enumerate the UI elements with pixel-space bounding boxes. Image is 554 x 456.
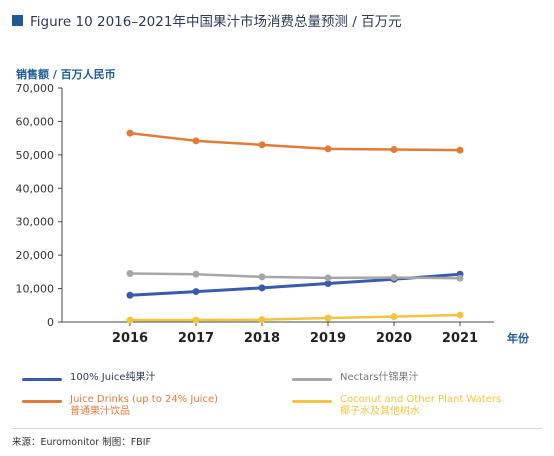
legend-label-line: 普通果汁饮品	[70, 406, 130, 417]
legend-label: 100% Juice纯果汁	[70, 372, 155, 384]
data-point-s3-5	[456, 311, 464, 319]
data-point-s2-2	[258, 141, 266, 149]
y-tick-label: 0	[47, 316, 54, 329]
legend-swatch	[22, 400, 62, 403]
title-text: Figure 10 2016–2021年中国果汁市场消费总量预测 / 百万元	[30, 14, 402, 30]
legend-swatch	[22, 378, 62, 381]
legend-label: Nectars什锦果汁	[340, 372, 419, 384]
data-point-s0-0	[126, 291, 134, 299]
data-point-s1-2	[258, 273, 266, 281]
line-chart: 0 10,000 20,000 30,000 40,000 50,000 60,000 70,…	[16, 82, 530, 346]
data-point-s2-5	[456, 146, 464, 154]
footer-divider	[12, 428, 542, 429]
x-tick-label: 2021	[442, 331, 478, 346]
x-tick-label: 2017	[178, 331, 214, 346]
source-note: 来源：Euromonitor 制图：FBIF	[12, 437, 151, 448]
data-point-s1-4	[390, 274, 398, 282]
data-point-s3-3	[324, 314, 332, 322]
data-point-s0-1	[192, 288, 200, 296]
x-tick-label: 2019	[310, 331, 346, 346]
series-line-2	[128, 131, 462, 152]
y-axis-label: 销售额 / 百万人民币	[16, 68, 116, 81]
y-tick-label: 40,000	[16, 182, 55, 195]
legend-item-3: Coconut and Other Plant Waters 椰子水及其他树水	[292, 394, 501, 418]
title-marker-square	[12, 14, 23, 26]
legend-item-1: Nectars什锦果汁	[292, 372, 419, 384]
data-point-s2-3	[324, 145, 332, 153]
data-point-s3-4	[390, 313, 398, 321]
data-point-s3-1	[192, 316, 200, 324]
data-point-s0-2	[258, 284, 266, 292]
data-point-s1-0	[126, 270, 134, 278]
legend-swatch	[292, 400, 332, 403]
legend-label: Coconut and Other Plant Waters 椰子水及其他树水	[340, 394, 501, 418]
y-tick-label: 20,000	[16, 249, 55, 262]
data-point-s3-0	[126, 316, 134, 324]
data-point-s2-4	[390, 146, 398, 154]
legend-label-line: Juice Drinks (up to 24% Juice)	[70, 394, 219, 405]
legend-label-line: Coconut and Other Plant Waters	[340, 394, 502, 405]
y-tick-label: 50,000	[16, 149, 55, 162]
x-tick-label: 2018	[244, 331, 280, 346]
x-tick-label: 2016	[112, 331, 148, 346]
data-point-s2-0	[126, 129, 134, 137]
data-point-s1-5	[456, 274, 464, 282]
legend-swatch	[292, 378, 332, 381]
data-point-s0-3	[324, 280, 332, 288]
y-tick-label: 30,000	[16, 216, 55, 229]
data-point-s3-2	[258, 316, 266, 324]
x-tick-label: 2020	[376, 331, 412, 346]
legend-label: Juice Drinks (up to 24% Juice) 普通果汁饮品	[70, 394, 218, 418]
series-line-3	[128, 313, 462, 322]
legend-label-line: Nectars什锦果汁	[340, 372, 419, 383]
legend-label-line: 100% Juice纯果汁	[70, 372, 156, 383]
y-tick-label: 70,000	[16, 82, 55, 95]
y-tick-label: 10,000	[16, 283, 55, 296]
legend-label-line: 椰子水及其他树水	[340, 406, 420, 417]
data-point-s1-1	[192, 270, 200, 278]
series-line-1	[128, 272, 462, 280]
legend-item-0: 100% Juice纯果汁	[22, 372, 155, 384]
data-point-s2-1	[192, 137, 200, 145]
figure-title: Figure 10 2016–2021年中国果汁市场消费总量预测 / 百万元	[12, 10, 402, 30]
data-point-s1-3	[324, 274, 332, 282]
y-tick-label: 60,000	[16, 115, 55, 128]
legend-item-2: Juice Drinks (up to 24% Juice) 普通果汁饮品	[22, 394, 218, 418]
x-axis-label: 年份	[507, 331, 530, 345]
